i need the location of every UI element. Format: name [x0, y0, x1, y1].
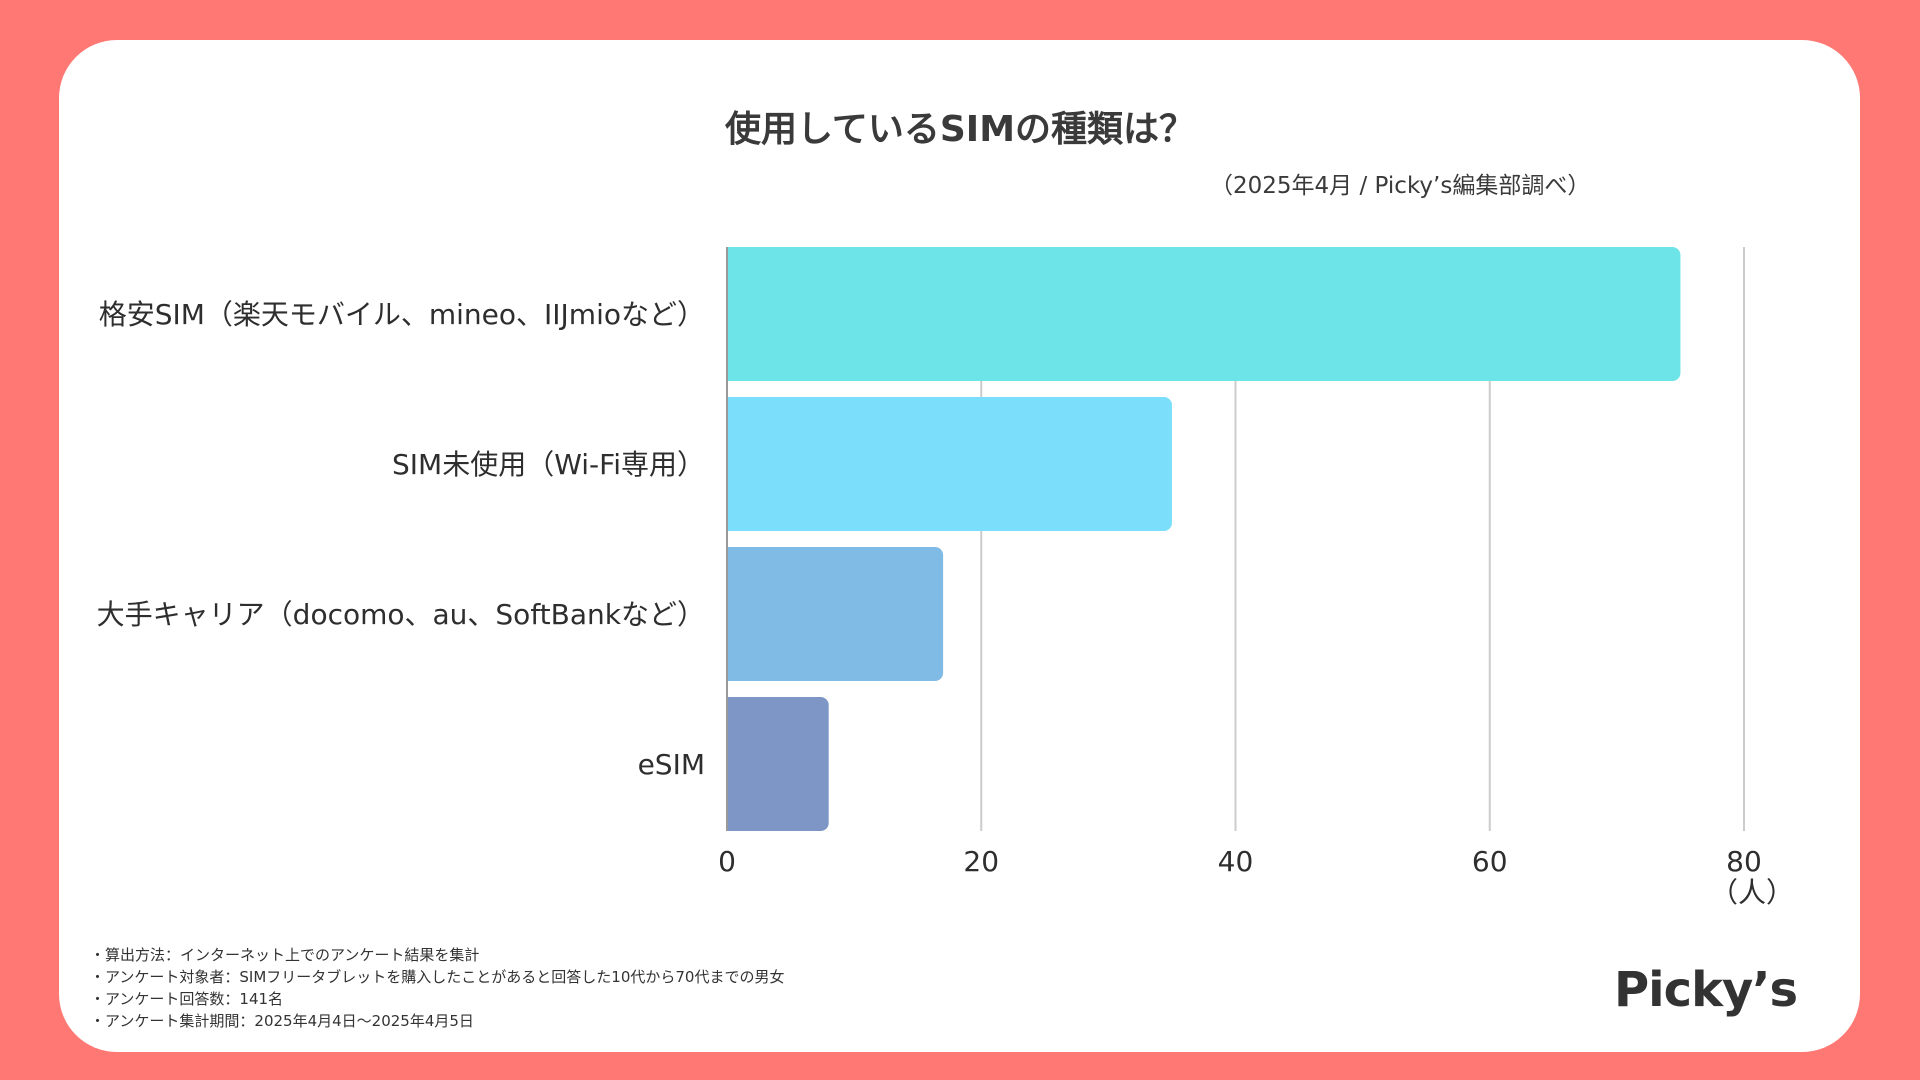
x-tick-label-4: 80 [1726, 845, 1762, 878]
category-label-3: eSIM [638, 748, 705, 781]
bar-2 [727, 547, 944, 681]
bar-3-left-edge [727, 697, 737, 831]
category-label-0: 格安SIM（楽天モバイル、mineo、IIJmioなど） [99, 298, 705, 331]
bar-2-left-edge [727, 547, 737, 681]
bar-1 [727, 397, 1172, 531]
note-target: ・アンケート対象者：SIMフリータブレットを購入したことがあると回答した10代か… [90, 968, 785, 986]
card-panel [59, 40, 1860, 1052]
x-tick-label-3: 60 [1472, 845, 1508, 878]
x-tick-label-2: 40 [1218, 845, 1254, 878]
bar-0 [727, 247, 1681, 381]
bar-3 [727, 697, 829, 831]
category-label-1: SIM未使用（Wi-Fi専用） [392, 448, 705, 481]
category-label-2: 大手キャリア（docomo、au、SoftBankなど） [97, 598, 705, 631]
note-period: ・アンケート集計期間：2025年4月4日〜2025年4月5日 [90, 1012, 474, 1030]
survey-notes: ・算出方法：インターネット上でのアンケート結果を集計 ・アンケート対象者：SIM… [90, 944, 784, 1032]
x-axis-unit: （人） [1710, 876, 1794, 909]
note-method: ・算出方法：インターネット上でのアンケート結果を集計 [90, 946, 480, 964]
bar-1-left-edge [727, 397, 737, 531]
note-count: ・アンケート回答数：141名 [90, 990, 284, 1008]
x-tick-label-0: 0 [718, 845, 736, 878]
chart-title: 使用しているSIMの種類は？ [724, 109, 1196, 150]
bar-0-left-edge [727, 247, 737, 381]
x-tick-label-1: 20 [963, 845, 999, 878]
brand-logo: Picky’s [1614, 962, 1798, 1018]
source-note: （2025年4月 / Picky’s編集部調べ） [1210, 173, 1591, 199]
